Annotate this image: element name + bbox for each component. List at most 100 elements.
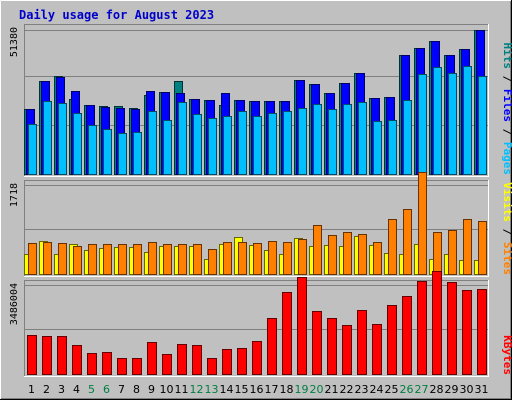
x-tick-label-4: 4 [73, 383, 80, 396]
series-legend-bot: KBytes [501, 335, 512, 375]
x-tick-label-21: 21 [325, 383, 339, 396]
bar-pages-day-30 [463, 66, 472, 175]
x-tick-label-20: 20 [310, 383, 324, 396]
chart-title: Daily usage for August 2023 [19, 8, 214, 22]
bar-sites-day-26 [403, 209, 412, 275]
x-tick-label-25: 25 [385, 383, 399, 396]
bar-kbytes-day-16 [252, 341, 262, 375]
bar-sites-day-12 [193, 244, 202, 275]
bar-kbytes-day-18 [282, 292, 292, 375]
bar-kbytes-day-28 [432, 271, 442, 375]
panel-mid: 1718 Visits / Sites [9, 172, 512, 277]
bar-sites-day-27 [418, 172, 427, 275]
bar-pages-day-4 [73, 113, 82, 175]
bar-kbytes-day-27 [417, 281, 427, 375]
bar-kbytes-day-19 [297, 277, 307, 375]
bar-pages-day-31 [478, 76, 487, 175]
bar-sites-day-14 [223, 242, 232, 275]
x-tick-label-19: 19 [295, 383, 309, 396]
x-tick-label-9: 9 [148, 383, 155, 396]
y-max-label: 1718 [9, 183, 20, 207]
bar-pages-day-11 [178, 102, 187, 175]
bar-sites-day-20 [313, 225, 322, 275]
bar-pages-day-7 [118, 133, 127, 175]
bar-kbytes-day-17 [267, 318, 277, 375]
bar-kbytes-day-24 [372, 324, 382, 375]
x-tick-label-23: 23 [355, 383, 369, 396]
bar-kbytes-day-9 [147, 342, 157, 375]
x-tick-label-14: 14 [220, 383, 234, 396]
x-tick-label-27: 27 [415, 383, 429, 396]
legend-label: Hits [501, 43, 512, 70]
x-tick-label-26: 26 [400, 383, 414, 396]
bar-sites-day-24 [373, 242, 382, 275]
bar-pages-day-20 [313, 104, 322, 175]
bar-sites-day-25 [388, 219, 397, 275]
x-tick-label-7: 7 [118, 383, 125, 396]
y-max-label: 3486004 [9, 283, 20, 325]
panel-bot: 3486004 KBytes [9, 271, 512, 377]
bar-pages-day-25 [388, 120, 397, 175]
bar-sites-day-16 [253, 243, 262, 275]
bar-sites-day-17 [268, 241, 277, 275]
bar-kbytes-day-3 [57, 336, 67, 375]
bar-kbytes-day-21 [327, 318, 337, 375]
x-tick-label-31: 31 [475, 383, 489, 396]
bar-kbytes-day-15 [237, 348, 247, 375]
x-axis-labels: 1 2 3 4 5 6 7 8 9 10 11 12 13 14 15 16 17 18 19 20 21 22 23 24 2… [28, 383, 489, 396]
x-tick-label-22: 22 [340, 383, 354, 396]
bar-kbytes-day-8 [132, 358, 142, 375]
bar-kbytes-day-7 [117, 358, 127, 375]
bar-sites-day-11 [178, 244, 187, 275]
bar-pages-day-10 [163, 120, 172, 175]
bar-pages-day-14 [223, 116, 232, 175]
bar-pages-day-24 [373, 121, 382, 175]
bar-pages-day-3 [58, 103, 67, 175]
bar-sites-day-22 [343, 232, 352, 275]
panel-top: 51380 Hits / Files / Pages [9, 24, 512, 177]
bar-pages-day-22 [343, 104, 352, 175]
bar-sites-day-31 [478, 221, 487, 275]
bar-pages-day-12 [193, 114, 202, 175]
y-max-label: 51380 [9, 27, 20, 57]
x-tick-label-18: 18 [280, 383, 294, 396]
legend-label: / [501, 122, 512, 142]
bar-sites-day-13 [208, 249, 217, 275]
bar-kbytes-day-4 [72, 345, 82, 375]
x-tick-label-3: 3 [58, 383, 65, 396]
bar-sites-day-1 [28, 243, 37, 275]
x-tick-label-30: 30 [460, 383, 474, 396]
bar-kbytes-day-31 [477, 289, 487, 375]
x-tick-label-28: 28 [430, 383, 444, 396]
bar-sites-day-4 [73, 246, 82, 275]
bar-pages-day-29 [448, 73, 457, 175]
x-tick-label-24: 24 [370, 383, 384, 396]
bar-sites-day-6 [103, 244, 112, 275]
bar-pages-day-2 [43, 101, 52, 175]
bar-sites-day-19 [298, 239, 307, 275]
bar-sites-day-15 [238, 242, 247, 275]
legend-label: Sites [501, 242, 512, 275]
legend-label: / [501, 69, 512, 89]
x-tick-label-10: 10 [160, 383, 174, 396]
x-tick-label-8: 8 [133, 383, 140, 396]
bar-kbytes-day-20 [312, 311, 322, 375]
bar-sites-day-29 [448, 230, 457, 275]
bar-pages-day-18 [283, 111, 292, 175]
bar-sites-day-10 [163, 244, 172, 275]
bar-pages-day-27 [418, 74, 427, 175]
legend-label: / [501, 222, 512, 242]
bar-pages-day-23 [358, 102, 367, 175]
series-legend-top: Hits / Files / Pages [501, 43, 512, 176]
bar-pages-day-26 [403, 100, 412, 175]
series-legend-mid: Visits / Sites [501, 182, 512, 275]
bar-kbytes-day-10 [162, 354, 172, 375]
x-tick-label-1: 1 [28, 383, 35, 396]
bar-kbytes-day-2 [42, 336, 52, 375]
bar-pages-day-5 [88, 125, 97, 175]
bar-sites-day-2 [43, 242, 52, 275]
bar-pages-day-19 [298, 108, 307, 175]
bar-sites-day-3 [58, 243, 67, 275]
bar-sites-day-8 [133, 244, 142, 275]
bar-pages-day-1 [28, 124, 37, 175]
